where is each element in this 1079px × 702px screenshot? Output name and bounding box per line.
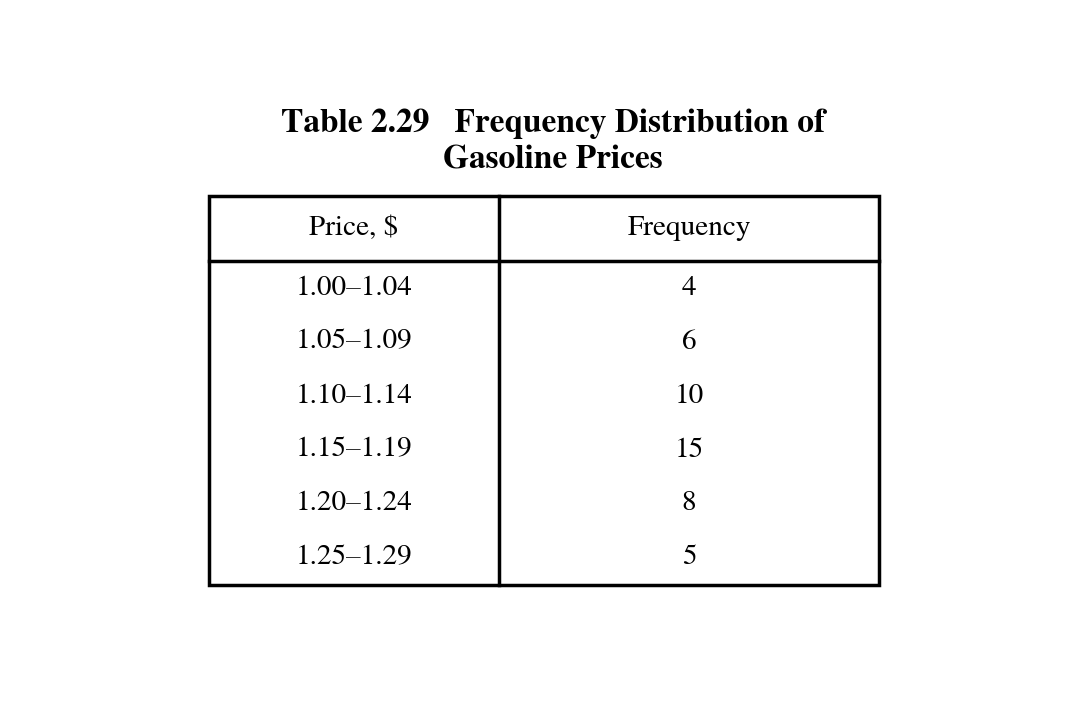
Text: Gasoline Prices: Gasoline Prices — [443, 146, 663, 176]
Text: 1.05–1.09: 1.05–1.09 — [296, 330, 412, 355]
Text: Frequency: Frequency — [627, 216, 751, 241]
Text: 6: 6 — [682, 330, 696, 355]
Text: 1.10–1.14: 1.10–1.14 — [296, 383, 412, 409]
Text: Table 2.29   Frequency Distribution of: Table 2.29 Frequency Distribution of — [281, 109, 825, 140]
Text: 5: 5 — [682, 545, 696, 570]
Text: 1.25–1.29: 1.25–1.29 — [296, 545, 412, 570]
Text: 10: 10 — [674, 383, 704, 409]
Text: 1.00–1.04: 1.00–1.04 — [296, 276, 412, 301]
Text: 8: 8 — [682, 491, 696, 517]
Text: 1.20–1.24: 1.20–1.24 — [296, 491, 412, 517]
Text: 15: 15 — [674, 437, 704, 463]
Text: Price, $: Price, $ — [310, 216, 398, 241]
Text: 1.15–1.19: 1.15–1.19 — [296, 437, 412, 463]
Text: 4: 4 — [682, 276, 696, 301]
